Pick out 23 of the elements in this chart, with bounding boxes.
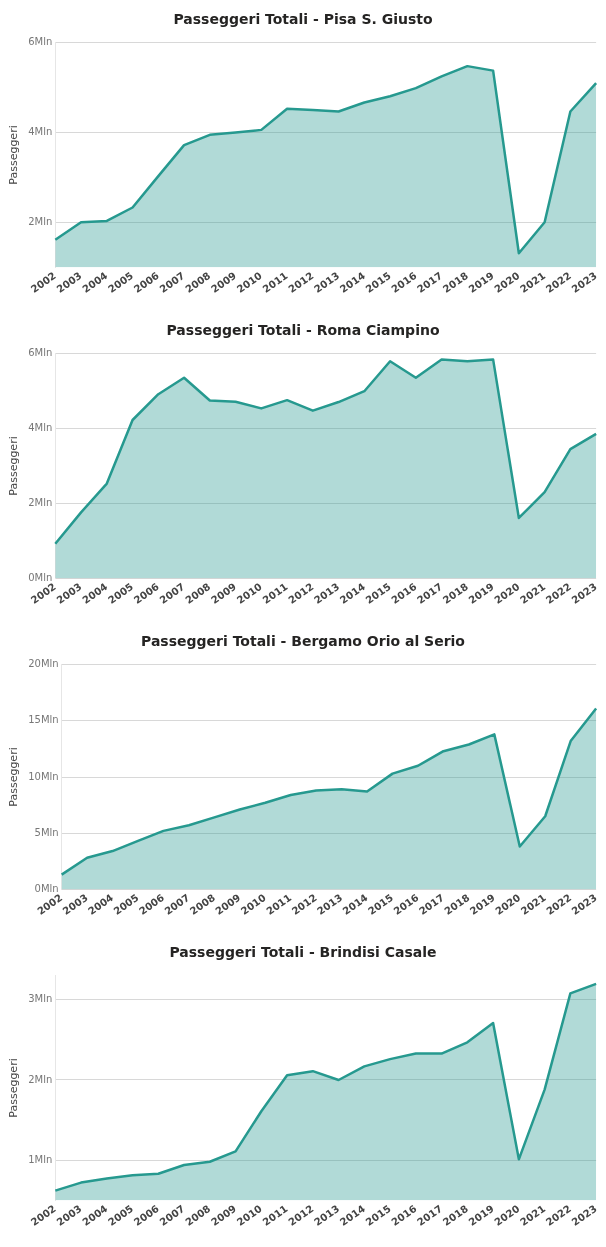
y-tick-label: 10Mln [28, 770, 59, 782]
y-tick-label: 4Mln [28, 126, 53, 138]
y-axis-title: Passeggeri [7, 125, 21, 185]
y-tick-label: 0Mln [34, 882, 59, 894]
y-tick-label: 0Mln [28, 571, 53, 583]
y-tick-label: 2Mln [28, 497, 53, 508]
y-tick-label: 20Mln [28, 658, 59, 670]
y-axis-title: Passeggeri [7, 747, 21, 807]
chart-title: Passeggeri Totali - Brindisi Casale [169, 944, 437, 961]
y-tick-label: 2Mln [28, 1073, 53, 1085]
y-tick-label: 5Mln [34, 826, 59, 838]
y-tick-label: 2Mln [28, 215, 53, 227]
y-tick-label: 6Mln [28, 347, 53, 359]
chart-title: Passeggeri Totali - Roma Ciampino [166, 322, 440, 339]
y-tick-label: 6Mln [28, 36, 53, 48]
y-tick-label: 4Mln [28, 422, 53, 434]
y-tick-label: 15Mln [28, 714, 59, 726]
y-tick-label: 3Mln [28, 993, 53, 1005]
y-tick-label: 1Mln [28, 1153, 53, 1165]
y-axis-title: Passeggeri [7, 436, 21, 496]
chart-title: Passeggeri Totali - Bergamo Orio al Serio [141, 633, 466, 650]
chart-title: Passeggeri Totali - Pisa S. Giusto [173, 11, 433, 28]
y-axis-title: Passeggeri [7, 1058, 21, 1118]
